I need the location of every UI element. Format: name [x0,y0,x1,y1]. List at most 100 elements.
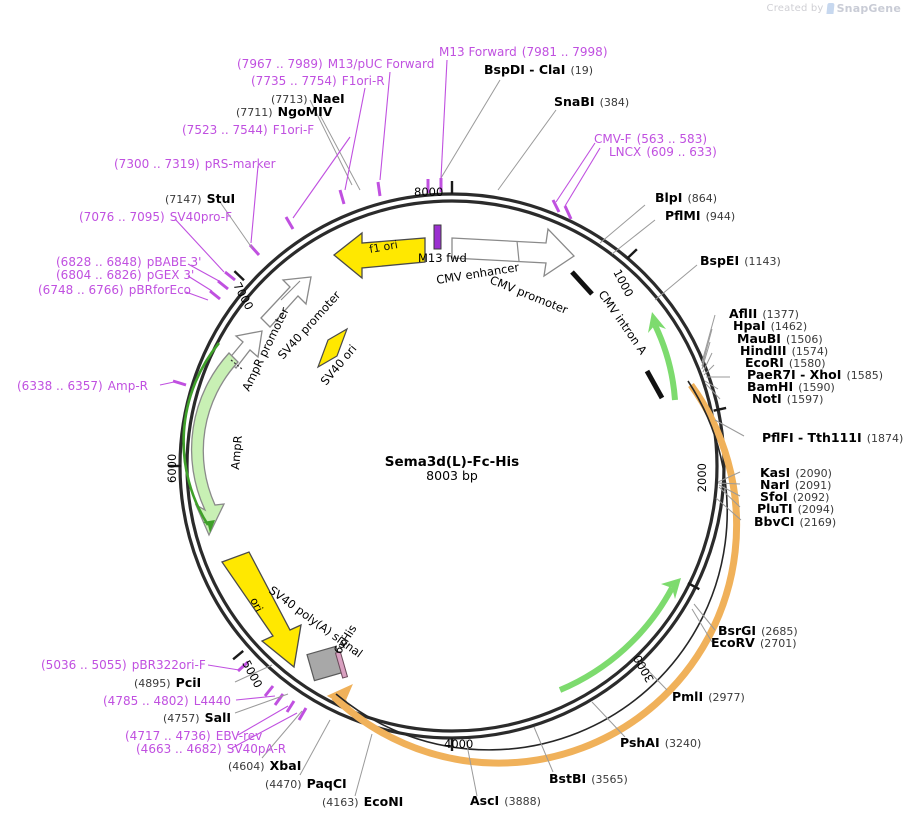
primer-name-pbrforeco: pBRforEco [128,283,192,297]
label-bspdi-clai[interactable]: BspDI - ClaI (19) [484,61,593,78]
primer-name-amp-r: Amp-R [107,379,148,393]
enzyme-name-paqci: PaqCI [306,776,347,791]
label-f1ori-f[interactable]: (7523 .. 7544) F1ori-F [182,121,314,138]
primer-range-amp-r: (6338 .. 6357) [17,379,103,393]
label-f1ori-r[interactable]: (7735 .. 7754) F1ori-R [251,72,385,89]
label-xbai[interactable]: (4604) XbaI [228,757,301,774]
primer-range-f1ori-f: (7523 .. 7544) [182,123,268,137]
label-ecori[interactable]: EcoRI (1580) [745,354,825,371]
label-m13puc-forward[interactable]: (7967 .. 7989) M13/pUC Forward [237,55,434,72]
label-pshai[interactable]: PshAI (3240) [620,734,701,751]
ori-arrow [220,551,302,669]
label-naei[interactable]: (7713) NaeI [271,90,345,107]
enzyme-name-econi: EcoNI [363,794,404,809]
label-prs-marker[interactable]: (7300 .. 7319) pRS-marker [114,155,276,172]
orange-feature-arc [331,382,741,767]
label-paer7i-xhoi[interactable]: PaeR7I - XhoI (1585) [747,366,883,383]
green-arc-arrowhead-1 [648,312,666,333]
primer-range-pbabe-3: (6828 .. 6848) [56,255,142,269]
label-noti[interactable]: NotI (1597) [752,390,823,407]
enzyme-pos-paqci: (4470) [265,778,302,791]
feature-label-cmv-promoter: CMV promoter [488,273,570,317]
leader-lines [219,79,745,797]
primer-leader-lines [159,59,601,749]
label-amp-r[interactable]: (6338 .. 6357) Amp-R [17,377,148,394]
enzyme-name-bspei: BspEI [700,253,740,268]
label-pbabe-3[interactable]: (6828 .. 6848) pBABE 3' [56,253,201,270]
enzyme-name-maubi: MauBI [737,331,781,346]
enzyme-name-stui: StuI [206,191,236,206]
label-bamhi[interactable]: BamHI (1590) [747,378,835,395]
primer-range-cmv-f: (563 .. 583) [636,132,708,146]
label-pcii[interactable]: (4895) PciI [134,674,201,691]
enzyme-pos-pcii: (4895) [134,677,171,690]
label-hpai[interactable]: HpaI (1462) [733,317,807,334]
snapgene-watermark: Created by SnapGene [767,2,901,15]
enzyme-pos-paer7i-xhoi: (1585) [846,369,884,382]
label-pflfi-tth111i[interactable]: PflFI - Tth111I (1874) [762,429,903,446]
label-maubi[interactable]: MauBI (1506) [737,330,823,347]
label-snabi[interactable]: SnaBI (384) [554,93,629,110]
label-blpi[interactable]: BlpI (864) [655,189,717,206]
label-hindiii[interactable]: HindIII (1574) [740,342,828,359]
label-m13-forward[interactable]: M13 Forward (7981 .. 7998) [439,43,608,60]
tick-label-6000: 6000 [165,454,179,483]
label-econi[interactable]: (4163) EcoNI [322,793,403,810]
primer-range-ebv-rev: (4717 .. 4736) [125,729,211,743]
primer-tick-marks [172,178,573,721]
label-bbvci[interactable]: BbvCI (2169) [754,513,836,530]
label-sv40pa-r[interactable]: (4663 .. 4682) SV40pA-R [136,740,286,757]
label-stui[interactable]: (7147) StuI [165,190,235,207]
label-sfoi[interactable]: SfoI (2092) [760,488,829,505]
m13-fwd-bar [433,224,442,250]
label-aflii[interactable]: AflII (1377) [729,305,799,322]
enzyme-pos-kasi: (2090) [795,467,832,480]
tick-label-4000: 4000 [444,737,473,751]
enzyme-pos-nari: (2091) [794,479,832,492]
label-pflmi[interactable]: PflMI (944) [665,207,735,224]
label-cmv-f[interactable]: CMV-F (563 .. 583) [594,130,707,147]
label-bspei[interactable]: BspEI (1143) [700,252,781,269]
watermark-prefix: Created by [766,3,824,14]
label-paqci[interactable]: (4470) PaqCI [265,775,347,792]
enzyme-name-snabi: SnaBI [554,94,595,109]
enzyme-name-nari: NarI [760,477,790,492]
primer-name-lncx: LNCX [609,145,642,159]
label-bstbi[interactable]: BstBI (3565) [549,770,628,787]
plasmid-name: Sema3d(L)-Fc-His [384,454,520,470]
enzyme-pos-snabi: (384) [599,96,630,109]
label-ebv-rev[interactable]: (4717 .. 4736) EBV-rev [125,727,262,744]
orange-arc-outline [335,380,729,751]
label-pmli[interactable]: PmlI (2977) [672,688,745,705]
primer-range-m13-forward: (7981 .. 7998) [521,45,608,59]
enzyme-name-pflfi-tth111i: PflFI - Tth111I [762,430,862,445]
label-pgex-3[interactable]: (6804 .. 6826) pGEX 3' [56,266,194,283]
label-bsrgi[interactable]: BsrGI (2685) [718,622,798,639]
label-nari[interactable]: NarI (2091) [760,476,831,493]
enzyme-name-ecori: EcoRI [745,355,784,370]
enzyme-pos-bspdi-clai: (19) [570,64,594,77]
label-pluti[interactable]: PluTI (2094) [757,500,834,517]
enzyme-name-pmli: PmlI [672,689,704,704]
enzyme-name-sali: SalI [204,710,232,725]
primer-range-pgex-3: (6804 .. 6826) [56,268,142,282]
label-kasi[interactable]: KasI (2090) [760,464,832,481]
primer-name-f1ori-r: F1ori-R [341,74,385,88]
black-feature-bars [570,270,665,400]
enzyme-pos-bstbi: (3565) [591,773,628,786]
primer-name-pgex-3: pGEX 3' [146,268,195,282]
label-pbr322ori-f[interactable]: (5036 .. 5055) pBR322ori-F [41,656,206,673]
label-lncx[interactable]: LNCX (609 .. 633) [609,143,717,160]
label-ecorv[interactable]: EcoRV (2701) [711,634,797,651]
label-sali[interactable]: (4757) SalI [163,709,231,726]
label-asci[interactable]: AscI (3888) [470,792,541,809]
primer-name-m13-forward: M13 Forward [439,45,517,59]
primer-range-l4440: (4785 .. 4802) [103,694,189,708]
primer-range-f1ori-r: (7735 .. 7754) [251,74,337,88]
label-l4440[interactable]: (4785 .. 4802) L4440 [103,692,231,709]
label-sv40pro-f[interactable]: (7076 .. 7095) SV40pro-F [79,208,232,225]
label-pbrforeco[interactable]: (6748 .. 6766) pBRforEco [38,281,191,298]
feature-label-ampr: AmpR [228,435,245,470]
label-ngomiv[interactable]: (7711) NgoMIV [236,103,332,120]
